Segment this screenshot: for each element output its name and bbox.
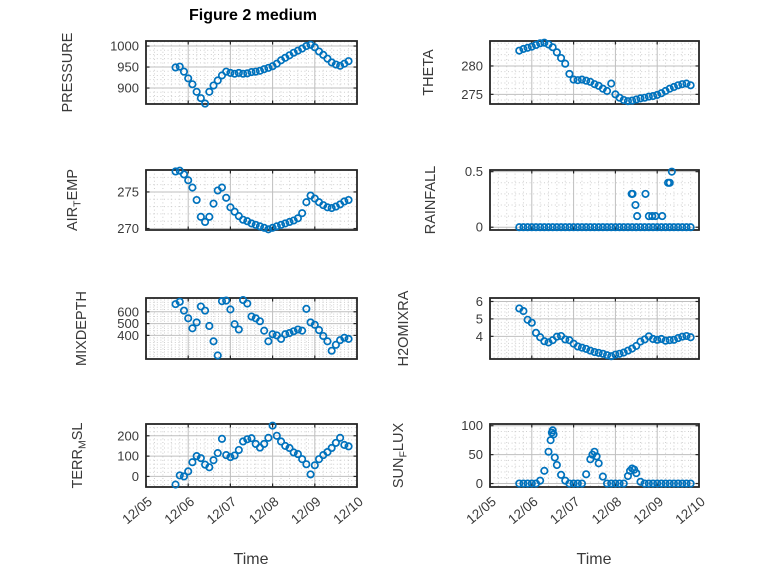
y-tick-label: 600 [117, 304, 139, 319]
y-axis-label-pressure: PRESSURE [60, 32, 76, 112]
y-tick-label: 0 [476, 476, 483, 491]
y-tick-label: 5 [476, 311, 483, 326]
x-tick-label: 12/09 [631, 494, 667, 527]
x-tick-label: 12/08 [589, 494, 625, 527]
data-markers [515, 304, 695, 361]
x-tick-label: 12/08 [246, 494, 282, 527]
y-axis-label-air-temp: AIRTEMP [65, 169, 84, 231]
y-tick-label: 950 [117, 60, 139, 75]
y-tick-label: 200 [117, 428, 139, 443]
subplot-air-temp: 270 275 AIRTEMP [65, 166, 358, 236]
x-tick-label: 12/06 [505, 494, 541, 527]
y-tick-label: 280 [461, 58, 483, 73]
x-tick-label: 12/10 [672, 494, 708, 527]
y-tick-label: 0 [476, 220, 483, 235]
subplot-pressure: 900 950 1000 PRESSURE [60, 32, 358, 112]
subplot-theta: 275 280 THETA [421, 38, 700, 106]
data-markers [515, 426, 695, 488]
data-markers [171, 421, 353, 489]
x-tick-label: 12/05 [119, 494, 155, 527]
x-tick-label: 12/07 [547, 494, 583, 527]
data-markers [515, 38, 695, 106]
y-axis-label-rainfall: RAINFALL [423, 166, 439, 235]
y-axis-label-sun-flux: SUNFLUX [391, 423, 410, 489]
y-tick-label: 50 [469, 447, 483, 462]
x-axis-label-right: Time [576, 551, 612, 568]
y-tick-label: 0 [132, 469, 139, 484]
y-tick-label: 100 [461, 418, 483, 433]
y-tick-label: 275 [461, 87, 483, 102]
y-axis-label-mixdepth: MIXDEPTH [74, 291, 90, 366]
subplot-terr-msl: 0 100 200 12/05 12/06 12/07 12/08 12/09 12/10 TER… [70, 421, 366, 527]
y-tick-label: 100 [117, 449, 139, 464]
y-tick-label: 1000 [110, 39, 139, 54]
y-tick-label: 275 [117, 184, 139, 199]
figure-title: Figure 2 medium [188, 7, 318, 24]
x-tick-label: 12/09 [288, 494, 324, 527]
y-axis-label-theta: THETA [421, 49, 437, 96]
y-tick-label: 0.5 [465, 164, 483, 179]
y-tick-label: 4 [476, 329, 483, 344]
subplot-sun-flux: 0 50 100 12/05 12/06 12/07 12/08 12/09 12/10 SUNF… [391, 418, 708, 527]
subplot-rainfall: 0 0.5 RAINFALL [423, 164, 700, 235]
data-markers [515, 167, 695, 232]
subplot-h2omixra: 4 5 6 H2OMIXRA [396, 290, 700, 366]
x-tick-label: 12/05 [463, 494, 499, 527]
y-tick-label: 500 [117, 316, 139, 331]
x-tick-label: 12/07 [204, 494, 240, 527]
y-tick-label: 6 [476, 294, 483, 309]
y-axis-label-h2omixra: H2OMIXRA [396, 290, 412, 366]
data-markers [171, 40, 353, 108]
y-tick-label: 400 [117, 328, 139, 343]
y-tick-label: 270 [117, 221, 139, 236]
y-axis-label-terr-msl: TERRMSL [70, 423, 89, 489]
x-tick-label: 12/10 [330, 494, 366, 527]
data-markers [171, 295, 353, 360]
x-tick-label: 12/06 [162, 494, 198, 527]
x-axis-label-left: Time [233, 551, 269, 568]
data-markers [171, 166, 353, 234]
y-tick-label: 900 [117, 81, 139, 96]
